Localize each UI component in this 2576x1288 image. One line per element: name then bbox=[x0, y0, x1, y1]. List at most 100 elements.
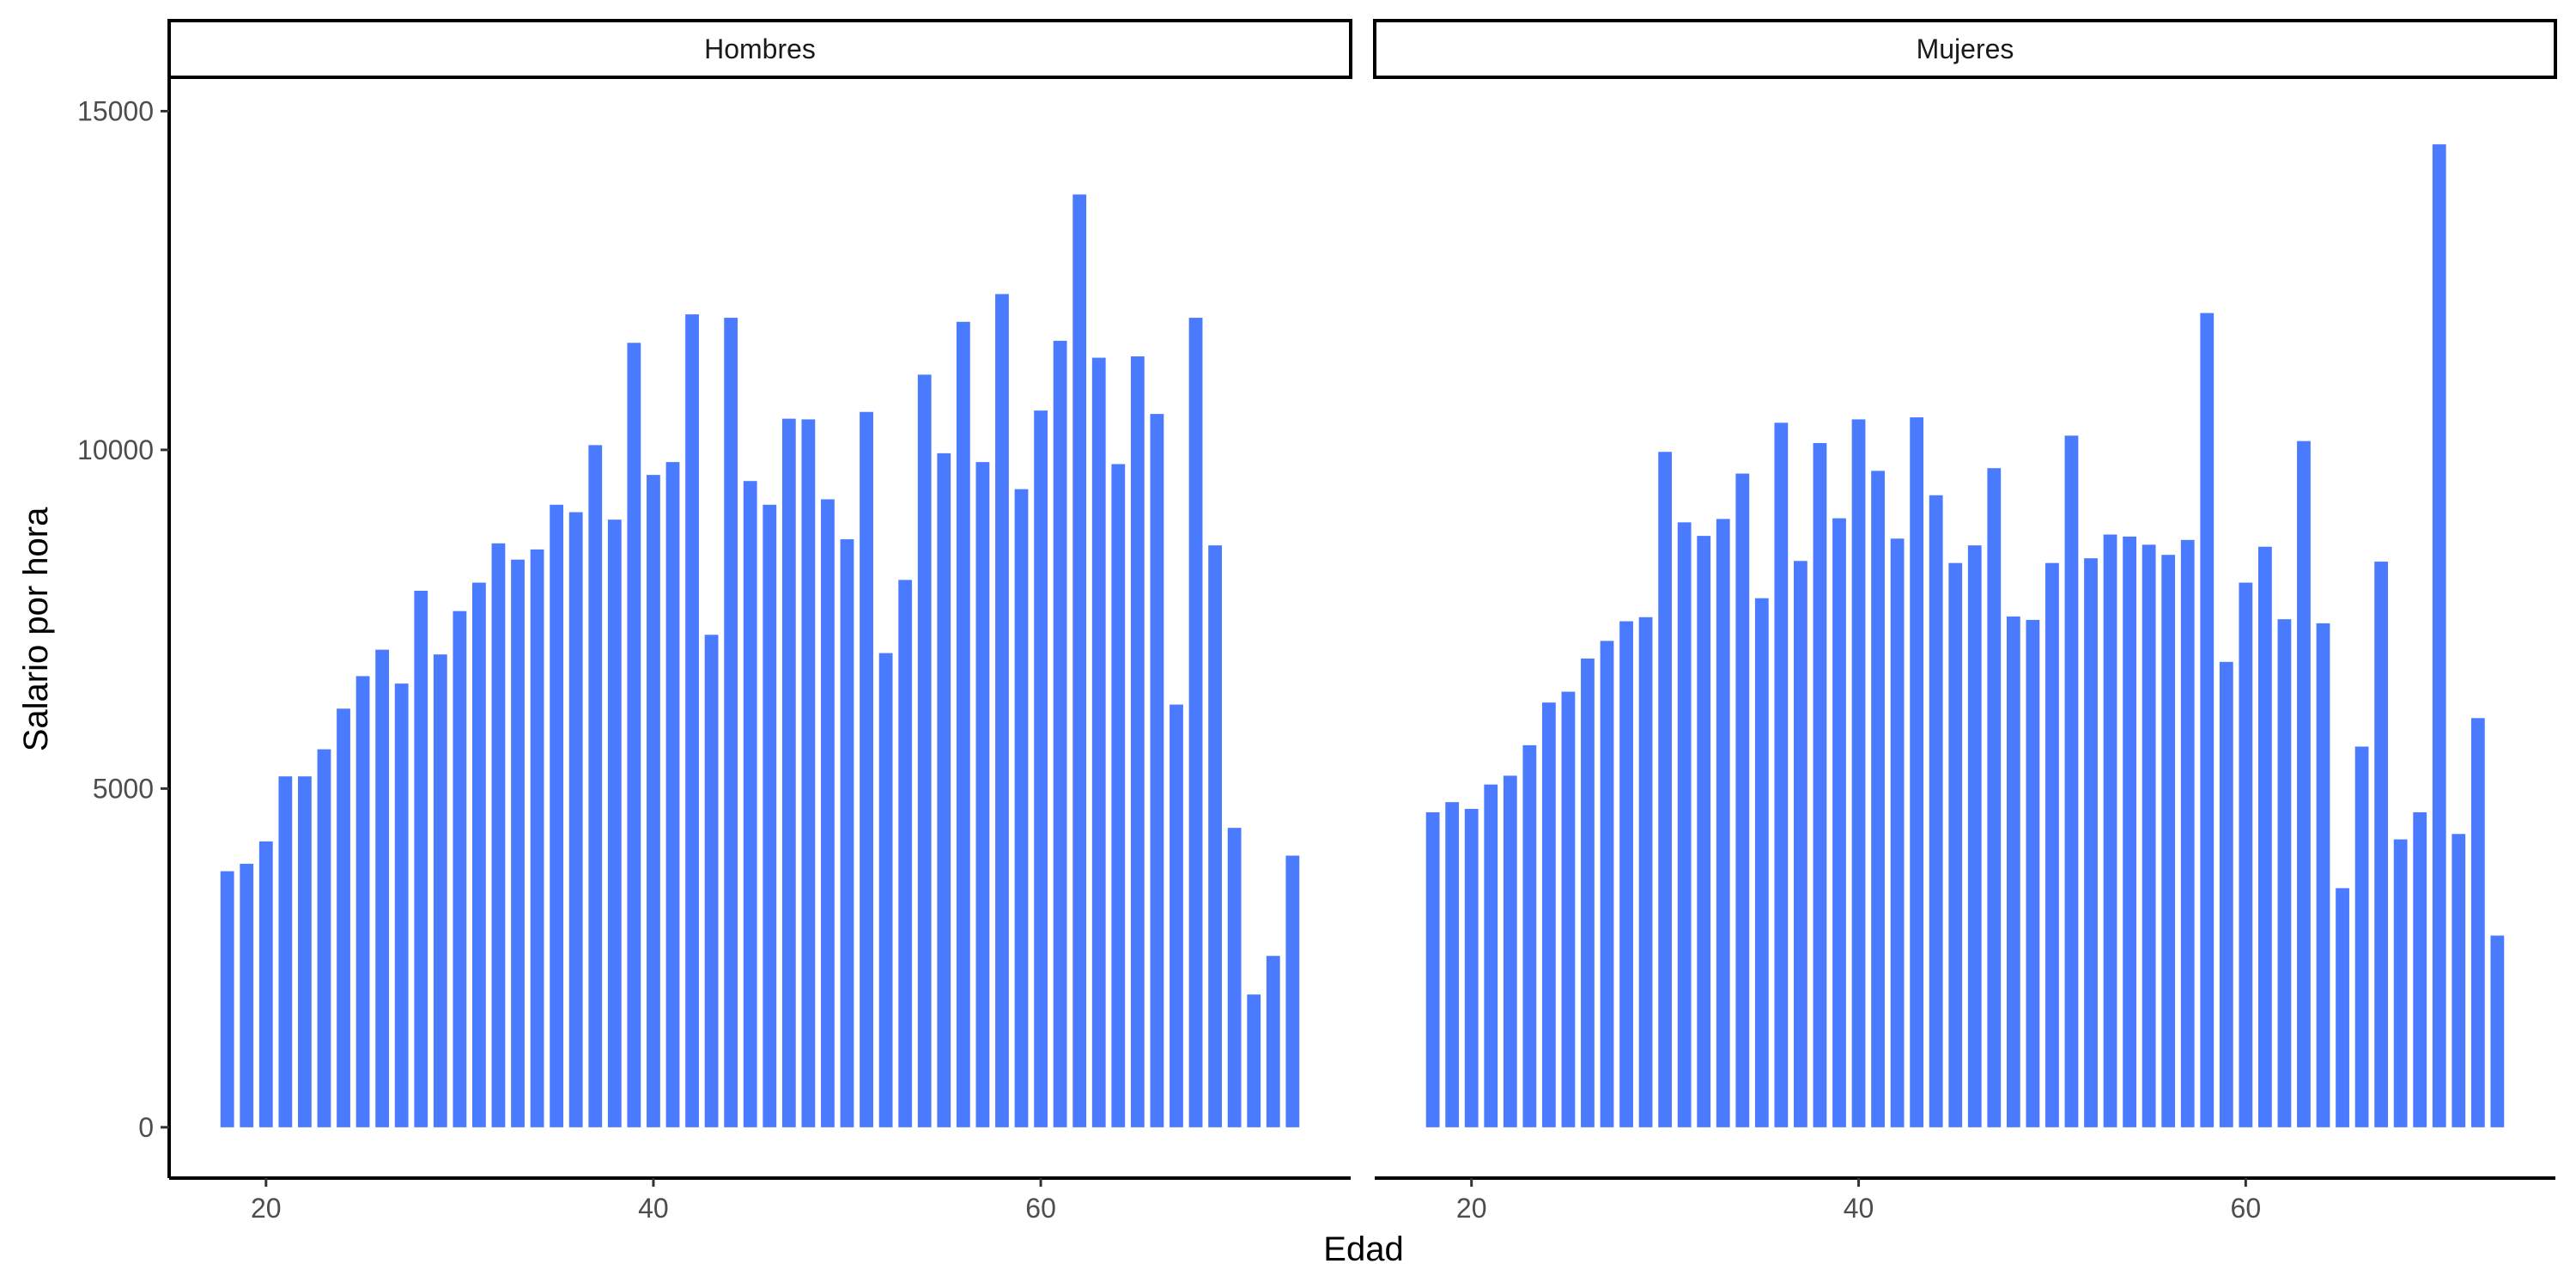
bar bbox=[2084, 558, 2098, 1127]
bar bbox=[472, 582, 486, 1127]
bar bbox=[1227, 828, 1242, 1127]
bar bbox=[1266, 956, 1280, 1127]
bar bbox=[530, 549, 544, 1127]
bar bbox=[665, 462, 680, 1127]
bar bbox=[975, 462, 990, 1127]
bar bbox=[2490, 935, 2505, 1127]
x-tick-label: 60 bbox=[2231, 1193, 2262, 1224]
bar bbox=[2200, 313, 2215, 1127]
bar bbox=[1735, 473, 1750, 1127]
bar bbox=[1445, 802, 1460, 1127]
bar bbox=[1581, 658, 1595, 1127]
bar bbox=[1561, 691, 1576, 1127]
y-axis-title: Salario por hora bbox=[17, 507, 55, 751]
bar bbox=[1871, 471, 1885, 1127]
bar bbox=[762, 504, 777, 1127]
bars bbox=[220, 194, 1300, 1127]
bar bbox=[2103, 534, 2117, 1127]
bar bbox=[220, 871, 234, 1127]
bar bbox=[1658, 452, 1673, 1127]
bar bbox=[743, 481, 757, 1127]
bar bbox=[1503, 775, 1517, 1127]
bar bbox=[821, 499, 835, 1127]
bar bbox=[1832, 518, 1846, 1127]
bar bbox=[1188, 318, 1203, 1127]
y-tick-label: 10000 bbox=[77, 434, 154, 465]
bar bbox=[1697, 536, 1711, 1127]
bar bbox=[724, 318, 738, 1127]
bar bbox=[1484, 784, 1498, 1127]
bar bbox=[1014, 489, 1029, 1127]
bar bbox=[2180, 539, 2195, 1127]
bar bbox=[937, 453, 951, 1127]
bar bbox=[2239, 582, 2253, 1127]
bar bbox=[840, 539, 854, 1127]
bar bbox=[588, 445, 603, 1127]
bar bbox=[1247, 994, 1261, 1127]
bar bbox=[2064, 435, 2079, 1127]
bar bbox=[1053, 340, 1067, 1127]
bar bbox=[2413, 811, 2427, 1127]
x-tick-label: 40 bbox=[638, 1193, 669, 1224]
bar bbox=[1677, 522, 1692, 1127]
bar bbox=[511, 559, 525, 1127]
bar bbox=[355, 676, 370, 1127]
bar bbox=[2142, 544, 2156, 1127]
bar bbox=[1813, 443, 1827, 1127]
bar bbox=[317, 749, 331, 1127]
bar bbox=[414, 591, 428, 1127]
x-tick-label: 40 bbox=[1844, 1193, 1874, 1224]
bar bbox=[2316, 623, 2330, 1127]
bar bbox=[2297, 440, 2311, 1127]
bar bbox=[607, 519, 622, 1127]
bar bbox=[298, 776, 312, 1127]
bar bbox=[917, 374, 932, 1127]
bar bbox=[1150, 414, 1164, 1127]
chart-panels: Hombres 20 40 60 0 5000 10000 15000 Mujeres 20 40 6… bbox=[77, 19, 2557, 1224]
bar bbox=[240, 863, 254, 1127]
facet-strip-label: Mujeres bbox=[1917, 33, 2014, 64]
bar bbox=[1754, 598, 1769, 1127]
bar bbox=[1948, 562, 1963, 1127]
bar bbox=[1208, 545, 1222, 1127]
bar bbox=[1034, 410, 1048, 1127]
bar bbox=[2123, 536, 2136, 1127]
bar bbox=[1851, 419, 1866, 1127]
bar bbox=[685, 314, 699, 1127]
bar bbox=[647, 475, 660, 1127]
x-tick-label: 20 bbox=[1456, 1193, 1487, 1224]
bar bbox=[2026, 619, 2040, 1127]
bar bbox=[1091, 357, 1106, 1127]
bar bbox=[878, 653, 893, 1127]
panel-mujeres: Mujeres 20 40 60 bbox=[1373, 19, 2557, 1224]
bar bbox=[801, 419, 816, 1127]
bar bbox=[433, 654, 447, 1127]
bar bbox=[1987, 468, 2002, 1127]
facet-strip-label: Hombres bbox=[704, 33, 816, 64]
bar bbox=[1774, 422, 1789, 1127]
bar bbox=[568, 512, 583, 1127]
bar bbox=[337, 708, 350, 1127]
bar bbox=[2006, 616, 2020, 1127]
bar bbox=[491, 543, 506, 1127]
bar bbox=[1794, 561, 1807, 1127]
bar bbox=[1619, 621, 1633, 1127]
bar bbox=[453, 611, 467, 1127]
bars bbox=[1425, 144, 2505, 1127]
y-tick-label: 0 bbox=[138, 1112, 154, 1143]
bar bbox=[995, 294, 1009, 1127]
bar bbox=[1910, 417, 1924, 1127]
y-tick-label: 15000 bbox=[77, 95, 154, 126]
bar bbox=[1600, 641, 1614, 1127]
bar bbox=[1716, 519, 1730, 1127]
y-tick-label: 5000 bbox=[93, 773, 154, 804]
x-tick-label: 60 bbox=[1025, 1193, 1056, 1224]
bar bbox=[704, 635, 719, 1127]
facet-strip bbox=[167, 19, 1352, 79]
bar bbox=[2336, 888, 2349, 1127]
bar bbox=[258, 841, 273, 1127]
panel-hombres: Hombres 20 40 60 0 5000 10000 15000 bbox=[77, 19, 1352, 1224]
bar bbox=[2451, 834, 2466, 1127]
bar bbox=[2258, 546, 2272, 1127]
